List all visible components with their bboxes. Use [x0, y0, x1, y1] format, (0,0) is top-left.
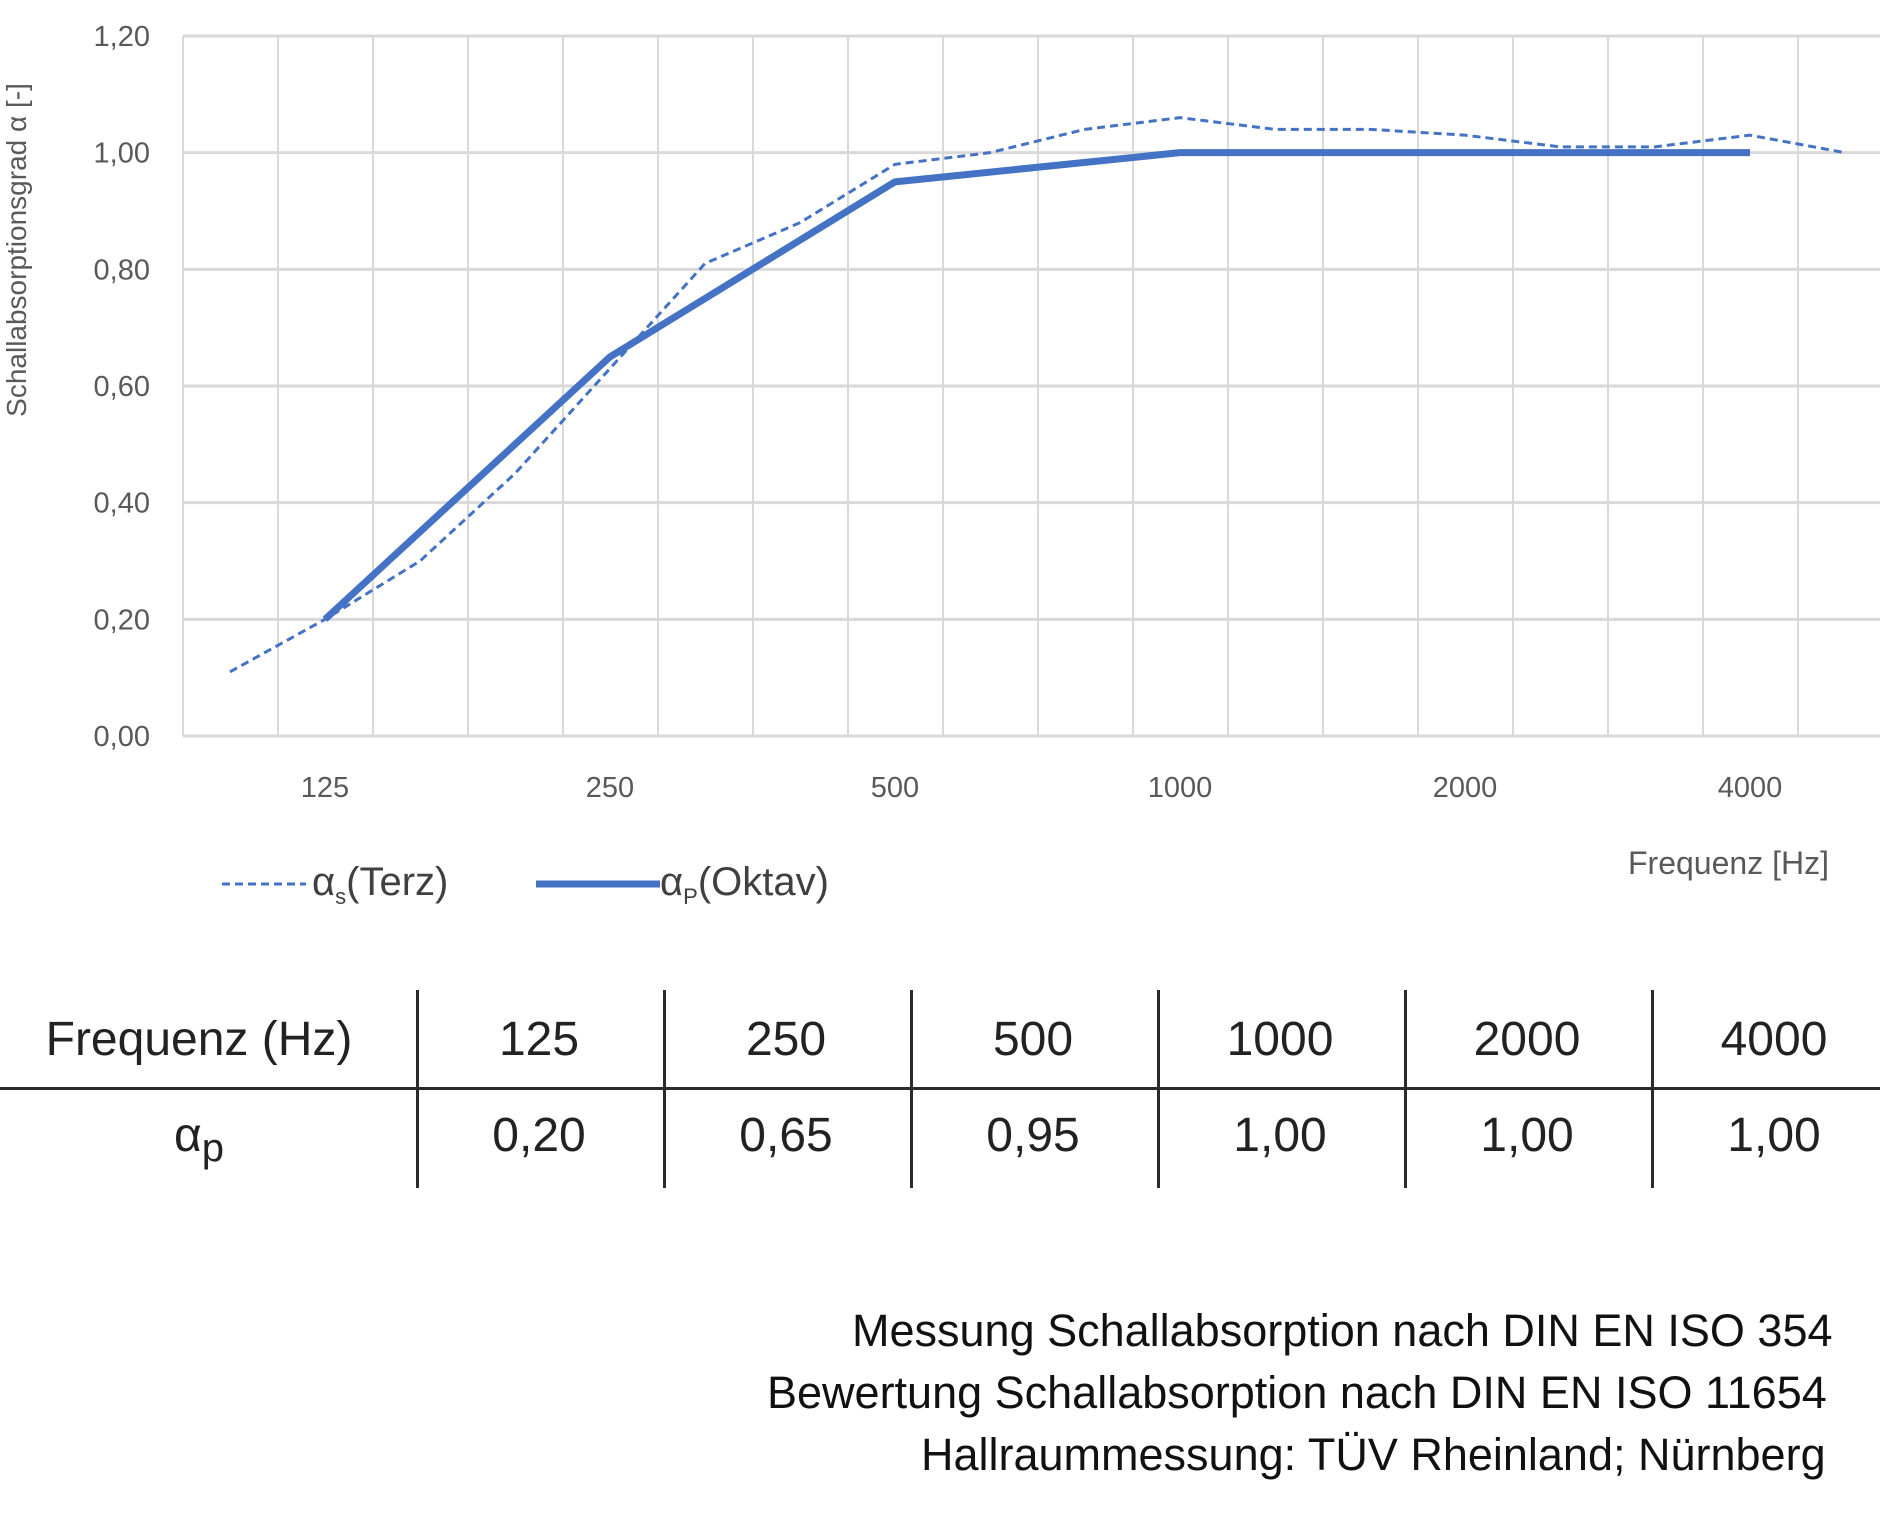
table-cell-alpha: 1,00 [1233, 1109, 1327, 1162]
alpha: α [174, 1109, 202, 1162]
x-tick-label: 2000 [1433, 772, 1498, 804]
y-tick-label: 0,40 [94, 488, 150, 520]
table-column-divider [416, 990, 419, 1188]
footer-line-2: Bewertung Schallabsorption nach DIN EN I… [767, 1367, 1827, 1418]
table-column-divider [1404, 990, 1407, 1188]
legend-item-oktav: αP(Oktav) [536, 860, 829, 910]
legend-item-terz: αs(Terz) [222, 860, 448, 910]
series [229, 116, 1846, 674]
table-header-frequency: 125 [498, 1013, 580, 1066]
y-tick-label: 1,00 [94, 138, 150, 170]
table-cell-alpha: 1,00 [1727, 1109, 1821, 1162]
table-column-divider [663, 990, 666, 1188]
legend-sub: P [683, 884, 698, 909]
x-tick-label: 500 [871, 772, 919, 804]
dashed-line-swatch [222, 882, 306, 886]
table-column-divider [1651, 990, 1654, 1188]
footer-line-1: Messung Schallabsorption nach DIN EN ISO… [852, 1305, 1833, 1356]
legend-alpha: α [660, 860, 684, 904]
y-tick-label: 0,20 [94, 604, 150, 636]
table-header-frequency: 2000 [1473, 1013, 1581, 1066]
y-tick-label: 0,80 [94, 254, 150, 286]
legend-alpha: α [312, 860, 336, 904]
table-row-label: αp [174, 1108, 224, 1170]
x-tick-labels: 125 250 500 1000 2000 4000 [301, 772, 1782, 804]
table-column-divider [1157, 990, 1160, 1188]
x-tick-label: 1000 [1148, 772, 1213, 804]
alpha-sub: p [201, 1126, 224, 1170]
table-cell-alpha: 0,20 [492, 1109, 586, 1162]
table-header-frequency: 500 [992, 1013, 1074, 1066]
y-tick-label: 0,00 [94, 721, 150, 753]
solid-line-swatch [536, 880, 660, 888]
x-tick-label: 250 [586, 772, 634, 804]
y-tick-labels: 0,00 0,20 0,40 0,60 0,80 1,00 1,20 [94, 21, 150, 753]
table-header-frequency: 250 [745, 1013, 827, 1066]
footer-line-3: Hallraummessung: TÜV Rheinland; Nürnberg [921, 1429, 1826, 1480]
legend-label: (Terz) [346, 860, 449, 904]
y-tick-label: 1,20 [94, 21, 150, 53]
table-cell-alpha: 0,65 [739, 1109, 833, 1162]
values-table: Frequenz (Hz) αp 125 0,20 250 0,65 500 0,95 10… [0, 990, 1880, 1188]
series-terz-line [229, 116, 1846, 674]
table-column-divider [910, 990, 913, 1188]
table-cell-alpha: 1,00 [1480, 1109, 1574, 1162]
table-header-frequency: 1000 [1226, 1013, 1334, 1066]
table-header-frequency: 4000 [1720, 1013, 1828, 1066]
series-oktav-line [322, 149, 1750, 622]
x-tick-label: 125 [301, 772, 349, 804]
legend-label: (Oktav) [697, 860, 829, 904]
table-cell-alpha: 0,95 [986, 1109, 1080, 1162]
table-divider [0, 1087, 1880, 1090]
x-axis-title: Frequenz [Hz] [1628, 845, 1829, 881]
table-header-label: Frequenz (Hz) [45, 1013, 353, 1066]
y-axis-title: Schallabsorptionsgrad α [-] [1, 83, 32, 417]
x-tick-label: 4000 [1718, 772, 1783, 804]
legend-sub: s [335, 884, 347, 909]
y-tick-label: 0,60 [94, 371, 150, 403]
absorption-chart: 0,00 0,20 0,40 0,60 0,80 1,00 1,20 125 250 500 10… [1, 21, 1880, 804]
grid [182, 34, 1880, 738]
